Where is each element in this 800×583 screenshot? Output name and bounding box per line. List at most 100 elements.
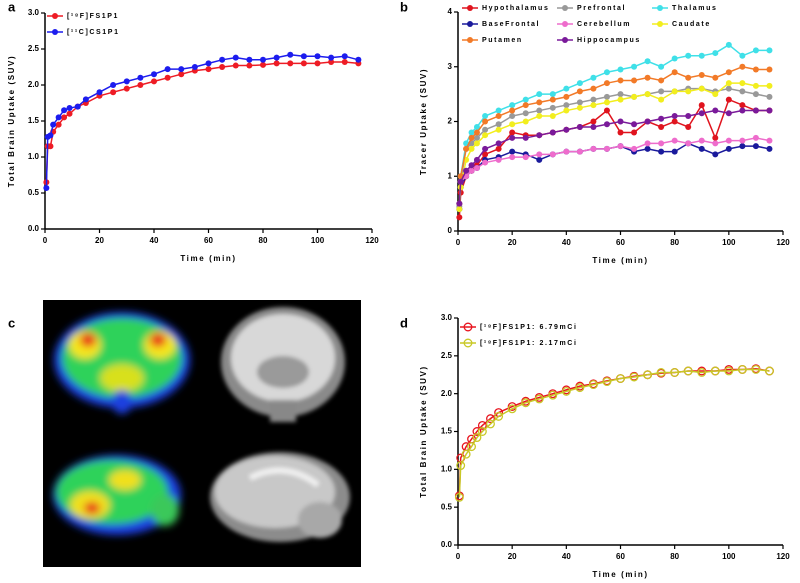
data-point	[656, 368, 666, 377]
legend-label: [¹⁸F]FS1P1: 6.79mCi	[480, 324, 578, 331]
data-point	[509, 121, 516, 128]
y-tick-label: 2.0	[441, 389, 453, 398]
data-point	[355, 56, 362, 63]
data-point	[219, 56, 226, 63]
data-point	[671, 118, 678, 125]
data-point	[246, 56, 253, 63]
data-point	[495, 126, 502, 133]
x-axis-label: Time (min)	[592, 570, 648, 579]
data-point	[766, 93, 773, 100]
data-point	[739, 137, 746, 144]
data-point	[671, 88, 678, 95]
data-point	[671, 137, 678, 144]
data-point	[468, 145, 475, 152]
x-tick-label: 0	[456, 238, 461, 247]
data-point	[724, 366, 734, 376]
data-point	[509, 129, 516, 136]
data-point	[617, 91, 624, 98]
data-point	[725, 85, 732, 92]
data-point	[463, 167, 470, 174]
data-point	[456, 206, 463, 213]
data-point	[482, 118, 489, 125]
data-point	[472, 427, 482, 436]
data-point	[725, 41, 732, 48]
data-point	[698, 52, 705, 59]
data-point	[576, 99, 583, 106]
data-point	[509, 148, 516, 155]
data-point	[287, 60, 294, 67]
data-point	[468, 129, 475, 136]
data-point	[549, 151, 556, 158]
data-point	[725, 80, 732, 87]
data-point	[151, 71, 157, 78]
data-point	[536, 132, 543, 139]
mri-sagittal	[210, 452, 350, 542]
data-point	[232, 62, 239, 69]
data-point	[739, 63, 746, 70]
x-tick-label: 80	[259, 236, 268, 245]
y-tick-label: 1.5	[28, 116, 40, 125]
data-point	[328, 58, 335, 65]
pet-sagittal	[53, 455, 181, 535]
legend-marker	[562, 21, 568, 27]
data-point	[486, 419, 495, 429]
data-point	[631, 63, 638, 70]
data-point	[658, 77, 665, 84]
pet-coronal	[54, 312, 190, 414]
legend-label: Caudate	[672, 21, 711, 28]
data-point	[473, 129, 480, 136]
panel-label: a	[8, 0, 16, 14]
series-line	[45, 54, 359, 188]
data-point	[658, 88, 665, 95]
data-point	[522, 118, 529, 125]
data-point	[495, 145, 502, 152]
data-point	[712, 151, 719, 158]
data-point	[494, 411, 504, 421]
data-point	[549, 129, 556, 136]
panel-label: c	[8, 315, 15, 330]
data-point	[47, 143, 54, 150]
data-point	[536, 151, 543, 158]
x-tick-label: 120	[776, 552, 790, 561]
data-point	[712, 140, 719, 147]
y-tick-label: 1.0	[441, 464, 453, 473]
data-point	[698, 145, 705, 152]
x-tick-label: 0	[43, 236, 48, 245]
data-point	[482, 151, 489, 158]
x-tick-label: 80	[670, 238, 679, 247]
legend-label: Cerebellum	[577, 21, 631, 28]
y-tick-label: 0.5	[441, 502, 453, 511]
data-point	[246, 62, 253, 69]
legend-marker	[657, 5, 663, 11]
data-point	[341, 58, 348, 65]
data-point	[658, 63, 665, 70]
series-line	[458, 142, 770, 210]
data-point	[631, 121, 638, 128]
series-line	[458, 109, 770, 204]
data-point	[603, 107, 610, 114]
data-point	[461, 449, 471, 459]
data-point	[712, 91, 719, 98]
y-tick-label: 0	[448, 226, 453, 235]
data-point	[603, 93, 610, 100]
data-point	[219, 64, 226, 70]
data-point	[137, 82, 144, 88]
data-point	[486, 414, 495, 424]
data-point	[457, 178, 464, 185]
data-point	[61, 114, 68, 121]
data-point	[549, 104, 556, 111]
data-point	[123, 78, 130, 85]
data-point	[590, 74, 597, 81]
data-point	[725, 110, 732, 117]
data-point	[549, 91, 556, 98]
legend-label: Hypothalamus	[482, 5, 549, 12]
series-line	[458, 82, 770, 210]
data-point	[631, 93, 638, 100]
data-point	[698, 110, 705, 117]
data-point	[482, 113, 489, 120]
data-point	[456, 214, 463, 221]
y-tick-label: 0.5	[28, 188, 40, 197]
data-point	[752, 91, 759, 98]
legend-marker	[52, 13, 58, 19]
